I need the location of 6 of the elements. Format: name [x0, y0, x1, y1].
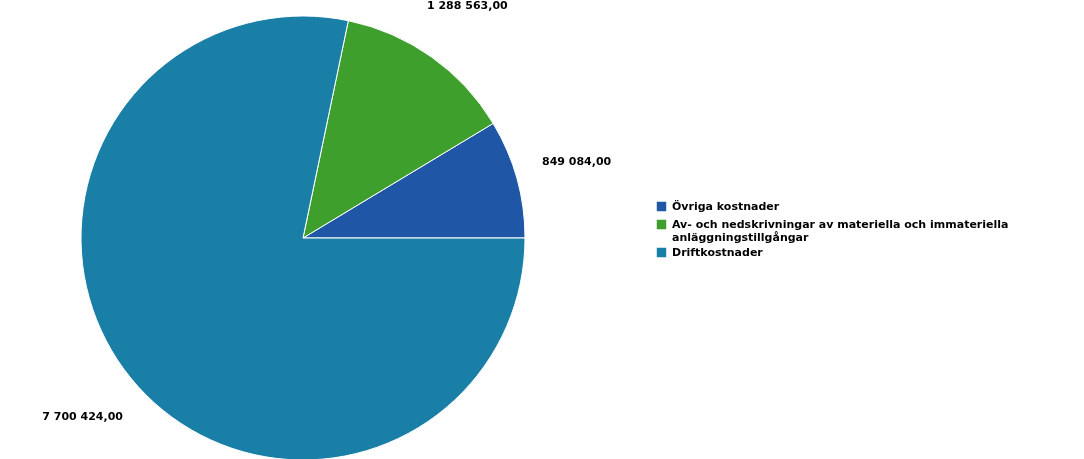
data-label: 7 700 424,00 [42, 410, 124, 424]
legend-label: Av- och nedskrivningar av materiella och immateriella anläggningstillgångar [672, 217, 1009, 244]
legend-label: Driftkostnader [672, 245, 764, 259]
data-label: 1 288 563,00 [426, 0, 509, 13]
data-label: 849 084,00 [542, 154, 612, 168]
legend-label: Övriga kostnader [672, 198, 780, 213]
